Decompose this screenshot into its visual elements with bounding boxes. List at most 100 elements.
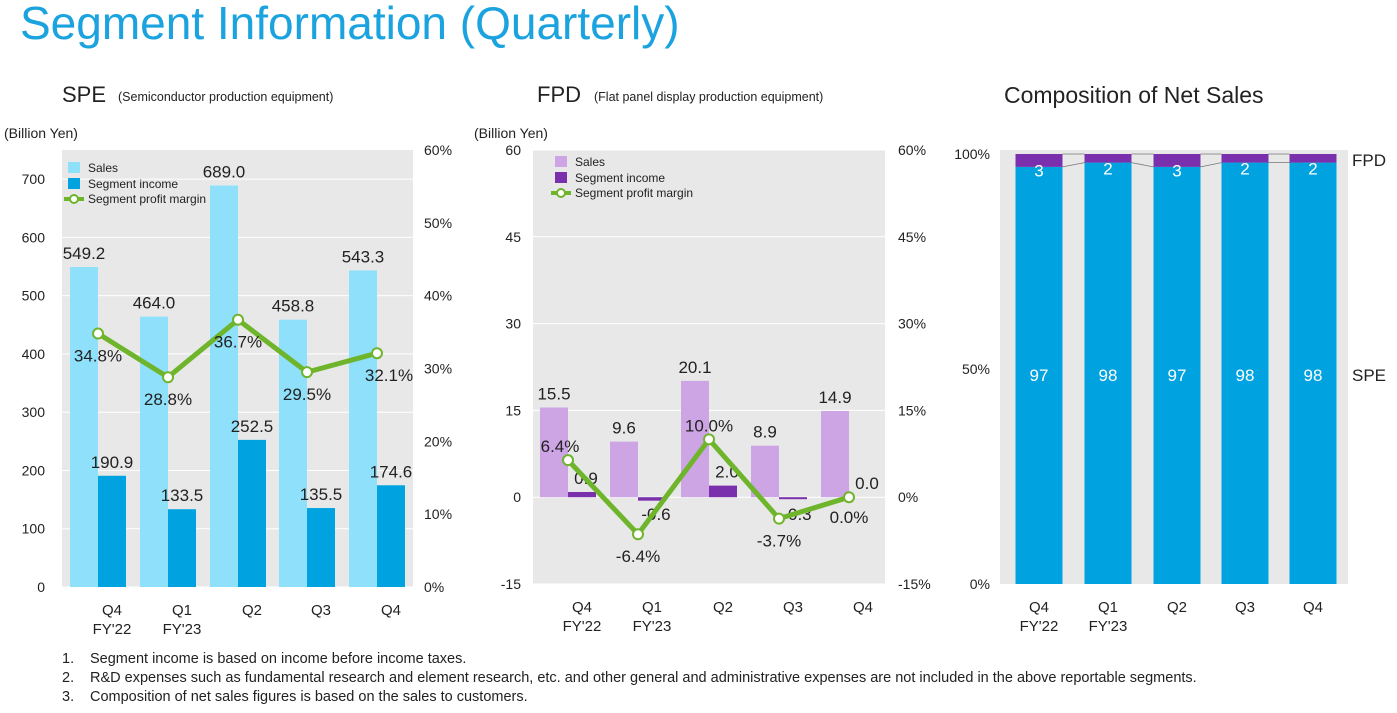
comp-spe-bar [1153, 166, 1201, 584]
spe-legend-income-swatch [68, 178, 80, 189]
fpd-category-label: Q3 [783, 599, 803, 616]
fpd-margin-point [843, 491, 855, 504]
fpd-right-tick-label: -15% [898, 576, 931, 592]
spe-margin-data-label: 32.1% [365, 366, 413, 385]
spe-sales-bar [349, 270, 377, 587]
comp-spe-data-label: 97 [1030, 366, 1049, 385]
spe-sales-data-label: 549.2 [63, 244, 106, 263]
spe-income-bar [98, 475, 126, 587]
spe-category-label: Q4 [102, 602, 122, 619]
spe-sales-data-label: 458.8 [272, 297, 315, 316]
fpd-category-label: Q4 [853, 599, 873, 616]
fpd-unit-label: (Billion Yen) [474, 125, 548, 141]
fpd-sales-data-label: 9.6 [612, 419, 636, 438]
spe-income-data-label: 174.6 [370, 462, 413, 481]
comp-tick-label: 0% [970, 576, 990, 592]
fpd-income-bar [779, 497, 807, 500]
fpd-sales-bar [540, 407, 568, 498]
spe-right-tick-label: 30% [424, 361, 452, 377]
spe-unit-label: (Billion Yen) [4, 125, 78, 141]
spe-left-tick-label: 600 [22, 229, 46, 245]
spe-left-tick-label: 400 [22, 346, 46, 362]
spe-right-tick-label: 60% [424, 142, 452, 158]
spe-income-bar [168, 509, 196, 587]
fpd-right-tick-label: 0% [898, 489, 918, 505]
spe-sales-data-label: 464.0 [133, 294, 176, 313]
spe-income-bar [377, 485, 405, 587]
fpd-left-tick-label: 30 [505, 316, 521, 332]
fpd-right-tick-label: 45% [898, 229, 926, 245]
fpd-left-tick-label: 15 [505, 402, 521, 418]
comp-fpd-bar [1015, 154, 1063, 167]
fpd-legend-income-label: Segment income [575, 171, 665, 185]
fpd-sales-data-label: 14.9 [818, 388, 851, 407]
fpd-legend-income-swatch [555, 172, 567, 183]
comp-chart-title: Composition of Net Sales [1004, 82, 1264, 108]
spe-left-tick-label: 300 [22, 404, 46, 420]
comp-fpd-data-label: 3 [1034, 161, 1043, 180]
comp-spe-data-label: 98 [1236, 366, 1255, 385]
spe-margin-data-label: 29.5% [283, 385, 331, 404]
comp-category-sublabel: FY'23 [1089, 618, 1128, 635]
spe-margin-point [232, 313, 244, 326]
fpd-right-tick-label: 60% [898, 142, 926, 158]
fpd-margin-data-label: 0.0% [830, 508, 869, 527]
comp-spe-data-label: 98 [1099, 366, 1118, 385]
comp-category-label: Q4 [1303, 599, 1323, 616]
fpd-left-tick-label: -15 [501, 576, 521, 592]
fpd-income-bar [568, 491, 596, 498]
fpd-category-sublabel: FY'22 [563, 618, 602, 635]
comp-spe-bar [1084, 162, 1132, 584]
comp-fpd-data-label: 2 [1308, 159, 1317, 178]
spe-right-tick-label: 20% [424, 433, 452, 449]
comp-category-label: Q1 [1098, 599, 1118, 616]
fpd-sales-bar [610, 441, 638, 498]
fpd-margin-data-label: -3.7% [757, 532, 801, 551]
comp-fpd-bar [1289, 154, 1337, 163]
spe-left-tick-label: 100 [22, 521, 46, 537]
comp-tick-label: 100% [954, 146, 990, 162]
spe-category-label: Q4 [381, 602, 401, 619]
spe-legend-income-label: Segment income [88, 177, 178, 191]
comp-category-label: Q3 [1235, 599, 1255, 616]
comp-fpd-bar [1084, 154, 1132, 163]
comp-category-sublabel: FY'22 [1020, 618, 1059, 635]
fpd-margin-point [703, 433, 715, 446]
comp-tick-label: 50% [962, 361, 990, 377]
fpd-income-bar [638, 497, 666, 501]
fpd-right-tick-label: 30% [898, 316, 926, 332]
spe-margin-point [301, 366, 313, 379]
fpd-plot-area [533, 150, 885, 584]
comp-category-label: Q2 [1167, 599, 1187, 616]
spe-sales-bar [140, 316, 168, 587]
comp-spe-data-label: 97 [1168, 366, 1187, 385]
spe-left-tick-label: 700 [22, 171, 46, 187]
fpd-legend-line-marker [556, 188, 566, 198]
fpd-margin-data-label: -6.4% [616, 547, 660, 566]
fpd-sales-bar [821, 410, 849, 498]
fpd-income-data-label: 0.0 [855, 474, 879, 493]
spe-chart-title: SPE [62, 82, 106, 107]
comp-spe-data-label: 98 [1304, 366, 1323, 385]
spe-legend-sales-swatch [68, 162, 80, 173]
fpd-chart-subtitle: (Flat panel display production equipment… [594, 90, 823, 104]
fpd-income-bar [709, 485, 737, 498]
spe-sales-bar [210, 185, 238, 587]
spe-legend-sales-label: Sales [88, 161, 118, 175]
footnotes: 1. Segment income is based on income befo… [62, 650, 1197, 707]
comp-fpd-data-label: 2 [1240, 159, 1249, 178]
spe-right-tick-label: 40% [424, 288, 452, 304]
spe-right-tick-label: 50% [424, 215, 452, 231]
fpd-margin-point [562, 454, 574, 467]
fpd-right-tick-label: 15% [898, 402, 926, 418]
spe-income-bar [307, 508, 335, 587]
comp-legend-fpd: FPD [1352, 151, 1386, 170]
spe-margin-point [162, 371, 174, 384]
fpd-legend-sales-swatch [555, 156, 567, 167]
fpd-margin-point [632, 528, 644, 541]
fpd-margin-data-label: 6.4% [541, 437, 580, 456]
fpd-margin-data-label: 10.0% [685, 416, 733, 435]
spe-right-tick-label: 10% [424, 506, 452, 522]
spe-category-label: Q3 [311, 602, 331, 619]
spe-income-bar [238, 439, 266, 587]
